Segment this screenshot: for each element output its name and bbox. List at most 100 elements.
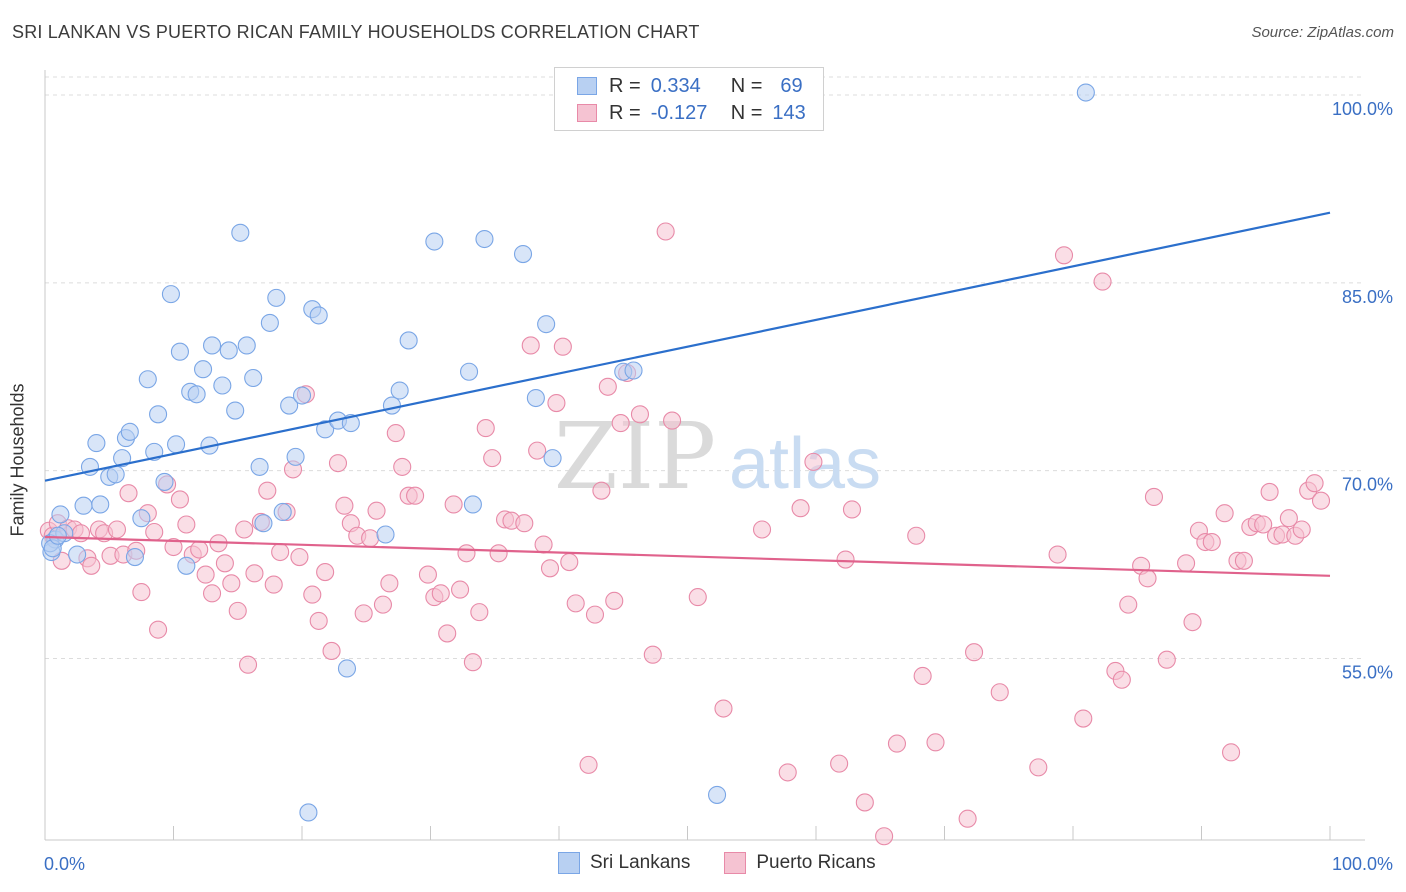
sri-lankan-point — [382, 396, 402, 415]
puerto-rican-point — [1254, 515, 1273, 534]
sri-lankan-point — [244, 368, 263, 388]
puerto-rican-point — [418, 565, 437, 584]
puerto-rican-point — [1305, 474, 1324, 493]
puerto-rican-point — [611, 414, 630, 433]
puerto-rican-point — [630, 405, 650, 424]
puerto-rican-point — [585, 605, 605, 624]
puerto-rican-point — [1234, 551, 1253, 570]
x-tick-label-left: 0.0% — [44, 854, 85, 874]
puerto-rican-point — [875, 827, 894, 846]
puerto-rican-point — [457, 544, 476, 563]
legend-r-value: 0.334 — [650, 74, 701, 97]
sri-lankan-point — [292, 386, 312, 405]
puerto-rican-point — [245, 564, 264, 583]
legend-n-value: 69 — [780, 74, 803, 97]
legend-swatch-puerto-ricans — [577, 104, 597, 122]
puerto-rican-point — [82, 556, 101, 575]
sri-lankan-point — [237, 336, 256, 355]
sri-lankan-point — [226, 401, 245, 420]
puerto-rican-point — [553, 337, 572, 356]
puerto-rican-point — [228, 601, 247, 620]
sri-lankan-point — [537, 315, 556, 334]
puerto-rican-point — [521, 336, 540, 355]
puerto-rican-point — [1093, 272, 1112, 291]
sri-lankan-point — [120, 422, 139, 441]
sri-lankan-point — [170, 342, 189, 361]
puerto-rican-point — [373, 595, 393, 614]
sri-lankan-point — [390, 381, 409, 400]
legend-r-value: -0.127 — [650, 101, 708, 124]
puerto-rican-point — [547, 393, 566, 413]
puerto-rican-point — [322, 641, 341, 660]
puerto-rican-point — [663, 411, 682, 430]
puerto-rican-point — [534, 535, 553, 554]
puerto-rican-point — [380, 574, 399, 593]
chart-source: Source: ZipAtlas.com — [1251, 24, 1394, 41]
legend-item-sri-lankans[interactable]: Sri Lankans — [558, 852, 690, 874]
puerto-rican-point — [605, 591, 624, 610]
puerto-rican-point — [309, 611, 328, 630]
puerto-rican-point — [290, 547, 309, 567]
legend-swatch-sri-lankans — [577, 77, 597, 95]
sri-lankan-point — [475, 229, 494, 249]
legend-item-puerto-ricans[interactable]: Puerto Ricans — [724, 852, 876, 874]
legend-row-sri-lankans: R = 0.334 N = 69 — [577, 74, 803, 98]
sri-lankan-point — [399, 331, 418, 350]
puerto-rican-point — [540, 559, 560, 578]
puerto-rican-point — [1112, 670, 1131, 689]
sri-lankan-point — [106, 465, 125, 484]
puerto-rican-point — [965, 643, 984, 662]
sri-lankan-point — [113, 449, 132, 468]
puerto-rican-point — [476, 419, 495, 438]
sri-lankan-point — [138, 370, 157, 389]
puerto-rican-point — [222, 574, 241, 593]
sri-lankan-point — [267, 288, 286, 307]
sri-lankan-point — [526, 388, 545, 408]
puerto-rican-point — [328, 454, 348, 473]
puerto-rican-point — [560, 552, 579, 572]
y-tick-label: 100.0% — [1332, 99, 1393, 119]
puerto-rican-point — [791, 499, 810, 518]
sri-lankan-point — [273, 502, 292, 522]
sri-lankan-point — [425, 232, 444, 251]
puerto-rican-point — [926, 733, 945, 752]
puerto-rican-point — [190, 540, 209, 559]
legend-r-label: R = — [609, 74, 641, 97]
sri-lankan-point — [337, 659, 357, 678]
puerto-rican-point — [1260, 482, 1279, 501]
puerto-rican-point — [990, 683, 1009, 702]
axes — [44, 70, 1365, 841]
sri-lankan-point — [280, 396, 299, 415]
puerto-rican-point — [714, 699, 733, 718]
sri-lankan-point — [459, 362, 479, 381]
puerto-rican-point — [489, 544, 508, 563]
puerto-rican-point — [1074, 709, 1093, 728]
puerto-rican-point — [177, 515, 196, 534]
y-axis-label: Family Households — [7, 383, 28, 537]
sri-lankan-point — [177, 556, 196, 575]
chart-title: SRI LANKAN VS PUERTO RICAN FAMILY HOUSEH… — [12, 22, 700, 42]
puerto-rican-point — [1119, 595, 1138, 614]
sri-lankan-point — [254, 514, 273, 533]
puerto-rican-point — [386, 424, 405, 443]
puerto-rican-point — [836, 550, 855, 569]
puerto-rican-point — [170, 490, 189, 509]
sri-lankan-point — [74, 496, 93, 515]
puerto-rican-point — [264, 575, 283, 594]
sri-lankan-point — [161, 285, 180, 304]
correlation-legend: R = 0.334 N = 69 R = -0.127 N = 143 — [554, 67, 824, 131]
sri-lankan-point — [87, 434, 106, 453]
puerto-rican-point — [203, 584, 222, 603]
sri-lankan-point — [624, 361, 643, 380]
puerto-rican-point — [451, 580, 470, 599]
series-sri-lankans — [41, 83, 1095, 822]
puerto-rican-point — [196, 565, 215, 584]
series-puerto-ricans — [39, 222, 1331, 846]
legend-swatch-puerto-ricans — [724, 852, 747, 874]
puerto-rican-point — [528, 441, 547, 460]
legend-label-sri-lankans: Sri Lankans — [590, 852, 691, 873]
sri-lankan-point — [203, 336, 222, 355]
puerto-rican-point — [316, 563, 335, 582]
puerto-rican-point — [887, 734, 907, 753]
legend-n-label: N = — [730, 101, 763, 124]
